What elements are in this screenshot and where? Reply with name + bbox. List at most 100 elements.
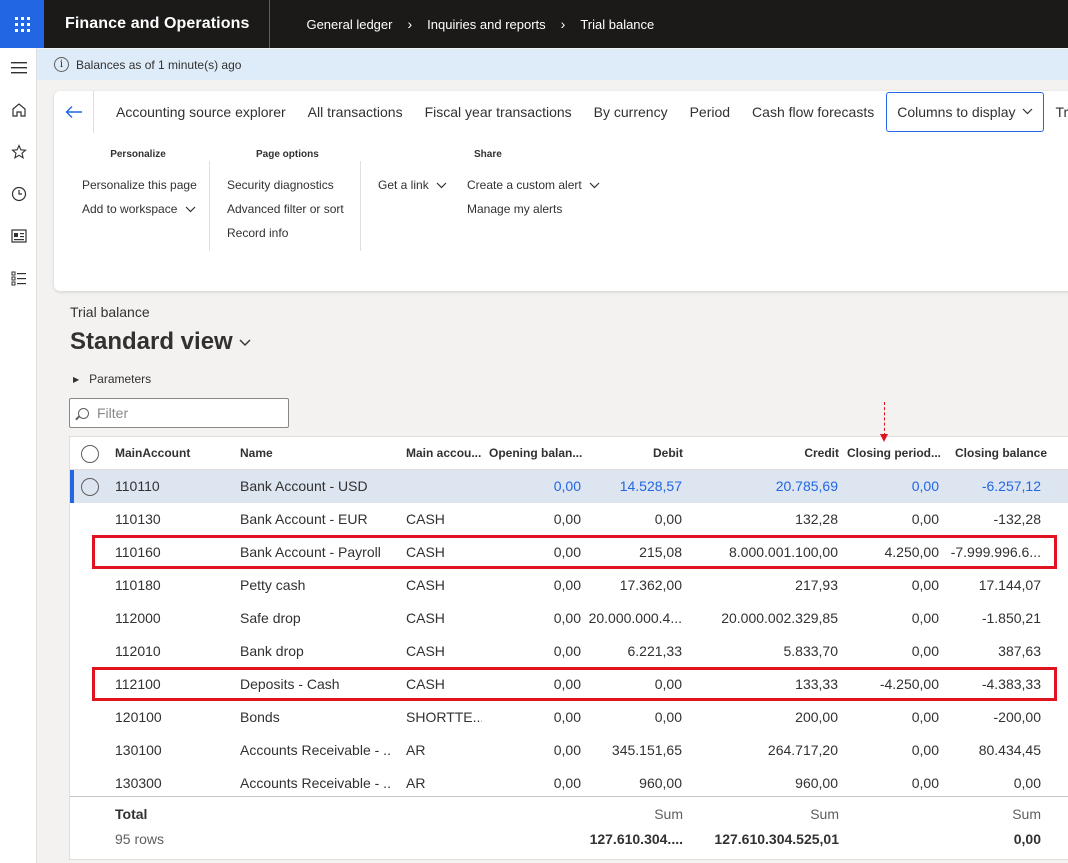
cell-main-account-type: SHORTTE... (406, 709, 482, 725)
advanced-filter-button[interactable]: Advanced filter or sort (227, 202, 344, 216)
table-row[interactable]: 110180 Petty cash CASH 0,00 17.362,00 217,93 0… (70, 569, 1068, 602)
add-to-workspace-button[interactable]: Add to workspace (82, 197, 196, 221)
column-header-name[interactable]: Name (240, 446, 273, 460)
breadcrumb-inquiries-reports[interactable]: Inquiries and reports (427, 16, 546, 32)
cell-credit: 133,33 (795, 676, 838, 692)
cell-opening-balance: 0,00 (553, 775, 581, 791)
row-select-radio[interactable] (81, 478, 99, 496)
column-header-closing-balance[interactable]: Closing balance (955, 446, 1048, 460)
cell-main-account-type: CASH (406, 511, 445, 527)
cell-closing-period: 0,00 (911, 478, 939, 494)
cell-credit: 20.000.002.329,85 (721, 610, 838, 626)
security-diagnostics-button[interactable]: Security diagnostics (227, 178, 334, 192)
credit-sum-value: 127.610.304.525,01 (714, 831, 839, 847)
table-row[interactable]: 110130 Bank Account - EUR CASH 0,00 0,00 132,… (70, 503, 1068, 536)
cell-mainaccount: 110110 (115, 478, 160, 494)
table-row[interactable]: 112100 Deposits - Cash CASH 0,00 0,00 133,33 -… (70, 668, 1068, 701)
totals-label: Total (115, 806, 148, 822)
table-row[interactable]: 112000 Safe drop CASH 0,00 20.000.000.4... 20… (70, 602, 1068, 635)
top-bar: Finance and Operations General ledger › … (0, 0, 1068, 48)
tab-all-transactions[interactable]: All transactions (307, 104, 403, 120)
create-custom-alert-button[interactable]: Create a custom alert (467, 173, 607, 197)
action-pane-tabs: Accounting source explorer All transacti… (54, 91, 1068, 133)
cell-closing-balance: -6.257,12 (981, 478, 1041, 494)
cell-mainaccount: 110180 (115, 577, 161, 593)
table-row[interactable]: 130300 Accounts Receivable - ... AR 0,00 960… (70, 767, 1068, 800)
cell-main-account-type: AR (406, 742, 426, 758)
view-selector[interactable]: Standard view (70, 328, 251, 356)
parameters-toggle[interactable]: ▶ Parameters (73, 372, 151, 386)
cell-closing-balance: 0,00 (1013, 775, 1041, 791)
chevron-down-icon (185, 202, 196, 216)
cell-mainaccount: 110160 (115, 544, 161, 560)
group-title-personalize: Personalize (110, 149, 166, 160)
cell-main-account-type: CASH (406, 676, 445, 692)
cell-credit: 132,28 (795, 511, 838, 527)
chevron-down-icon (589, 178, 600, 192)
modules-list-icon[interactable] (0, 266, 37, 290)
tab-trial-balance[interactable]: Trial ba (1055, 104, 1068, 120)
star-icon[interactable] (0, 140, 37, 164)
app-launcher-waffle-icon[interactable] (0, 0, 44, 48)
table-row[interactable]: 112010 Bank drop CASH 0,00 6.221,33 5.833,70 0… (70, 635, 1068, 668)
filter-input[interactable] (97, 405, 277, 421)
tab-cash-flow-forecasts[interactable]: Cash flow forecasts (752, 104, 875, 120)
cell-opening-balance: 0,00 (553, 610, 581, 626)
column-header-mainaccount[interactable]: MainAccount (115, 446, 191, 460)
tab-fiscal-year-transactions[interactable]: Fiscal year transactions (424, 104, 572, 120)
breadcrumb-trial-balance[interactable]: Trial balance (580, 16, 655, 32)
cell-closing-period: 0,00 (911, 775, 939, 791)
cell-credit: 264.717,20 (767, 742, 838, 758)
tab-accounting-source-explorer[interactable]: Accounting source explorer (116, 104, 286, 120)
action-pane: Accounting source explorer All transacti… (54, 91, 1068, 291)
cell-opening-balance: 0,00 (553, 511, 581, 527)
get-a-link-label: Get a link (378, 178, 429, 192)
cell-debit: 20.000.000.4... (588, 610, 682, 626)
cell-name: Bank drop (240, 643, 304, 659)
cell-closing-balance: -200,00 (993, 709, 1041, 725)
group-title-share: Share (474, 149, 502, 160)
column-header-credit[interactable]: Credit (804, 446, 839, 460)
cell-closing-period: 0,00 (911, 577, 939, 593)
cell-credit: 960,00 (795, 775, 838, 791)
table-row[interactable]: 120100 Bonds SHORTTE... 0,00 0,00 200,00 0,00 -… (70, 701, 1068, 734)
table-row[interactable]: 130100 Accounts Receivable - ... AR 0,00 345… (70, 734, 1068, 767)
app-name[interactable]: Finance and Operations (44, 0, 271, 48)
home-icon[interactable] (0, 98, 37, 122)
cell-main-account-type: CASH (406, 544, 445, 560)
chevron-down-icon (436, 178, 447, 192)
cell-name: Safe drop (240, 610, 301, 626)
manage-my-alerts-button[interactable]: Manage my alerts (467, 202, 563, 216)
chevron-down-icon (239, 334, 251, 350)
table-row[interactable]: 110110 Bank Account - USD 0,00 14.528,57 20.… (70, 470, 1068, 503)
clock-icon[interactable] (0, 182, 37, 206)
group-divider (360, 161, 361, 251)
hamburger-icon[interactable] (0, 56, 37, 80)
column-header-debit[interactable]: Debit (653, 446, 683, 460)
column-header-main-account-type[interactable]: Main accou... (406, 446, 482, 460)
personalize-this-page-button[interactable]: Personalize this page (82, 178, 197, 192)
breadcrumb-general-ledger[interactable]: General ledger (306, 16, 393, 32)
select-all-radio[interactable] (81, 445, 99, 463)
closing-balance-sum-label: Sum (1012, 806, 1041, 822)
credit-sum-label: Sum (810, 806, 839, 822)
table-row[interactable]: 110160 Bank Account - Payroll CASH 0,00 215,… (70, 536, 1068, 569)
cell-name: Deposits - Cash (240, 676, 340, 692)
column-header-closing-period[interactable]: Closing period... (847, 446, 940, 460)
get-a-link-button[interactable]: Get a link (378, 173, 458, 197)
filter-box[interactable] (69, 398, 289, 428)
workspace-icon[interactable] (0, 224, 37, 248)
back-arrow-icon[interactable] (54, 91, 94, 133)
record-info-button[interactable]: Record info (227, 226, 289, 240)
cell-main-account-type: CASH (406, 643, 445, 659)
cell-mainaccount: 130100 (115, 742, 162, 758)
tab-columns-to-display[interactable]: Columns to display (886, 92, 1044, 132)
cell-debit: 0,00 (654, 511, 682, 527)
column-header-opening-balance[interactable]: Opening balan... (489, 446, 582, 460)
cell-mainaccount: 112100 (115, 676, 161, 692)
cell-mainaccount: 112010 (115, 643, 161, 659)
cell-opening-balance: 0,00 (553, 478, 581, 494)
tab-by-currency[interactable]: By currency (593, 104, 668, 120)
cell-closing-period: 0,00 (911, 643, 939, 659)
tab-period[interactable]: Period (689, 104, 731, 120)
